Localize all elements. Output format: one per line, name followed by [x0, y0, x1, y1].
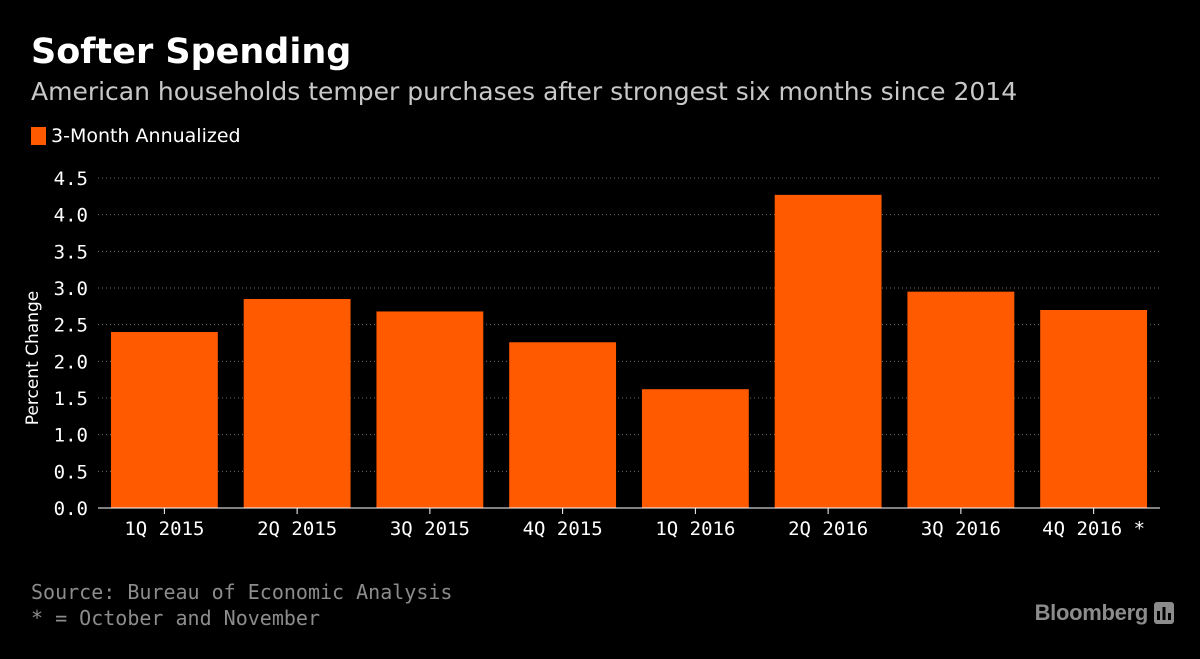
x-tick-label: 3Q 2015 — [390, 518, 470, 540]
axes: 0.0 0.5 1.0 1.5 2.0 2.5 3.0 3.5 4.0 4.5 1Q 2015 2Q … — [54, 168, 1160, 540]
source-note: Source: Bureau of Economic Analysis — [31, 580, 453, 604]
x-tick-label: 1Q 2016 — [655, 518, 735, 540]
legend-label: 3-Month Annualized — [51, 125, 241, 147]
bars — [110, 194, 1148, 508]
brand-name: Bloomberg — [1034, 600, 1149, 625]
footnote: * = October and November — [31, 606, 320, 630]
x-tick-label: 2Q 2016 — [788, 518, 868, 540]
chart-title: Softer Spending — [31, 32, 352, 72]
bar — [243, 299, 351, 508]
bar — [907, 291, 1015, 508]
y-axis-label: Percent Change — [23, 291, 43, 425]
chart-legend: 3-Month Annualized — [31, 124, 241, 148]
bar-chart-icon — [1154, 602, 1174, 624]
x-tick-label: 3Q 2016 — [921, 518, 1001, 540]
y-tick-label: 0.5 — [54, 461, 88, 483]
y-tick-label: 1.5 — [54, 388, 88, 410]
y-tick-label: 2.5 — [54, 315, 88, 337]
bar — [509, 342, 617, 508]
y-tick-label: 3.0 — [54, 278, 88, 300]
x-tick-label: 2Q 2015 — [257, 518, 337, 540]
y-tick-label: 4.0 — [54, 205, 88, 227]
y-tick-label: 0.0 — [54, 498, 88, 520]
bar — [1040, 310, 1148, 508]
bar — [774, 194, 882, 508]
y-tick-label: 4.5 — [54, 168, 88, 190]
bar — [110, 332, 218, 508]
brand-logo: Bloomberg — [1035, 600, 1174, 626]
legend-swatch — [31, 127, 46, 145]
x-tick-label: 4Q 2015 — [523, 518, 603, 540]
x-tick-label: 4Q 2016 * — [1042, 518, 1145, 540]
bar — [376, 311, 484, 508]
y-tick-label: 3.5 — [54, 241, 88, 263]
bar — [641, 389, 749, 508]
chart-subtitle: American households temper purchases aft… — [31, 77, 1018, 106]
y-tick-label: 1.0 — [54, 425, 88, 447]
x-tick-label: 1Q 2015 — [124, 518, 204, 540]
y-tick-label: 2.0 — [54, 351, 88, 373]
